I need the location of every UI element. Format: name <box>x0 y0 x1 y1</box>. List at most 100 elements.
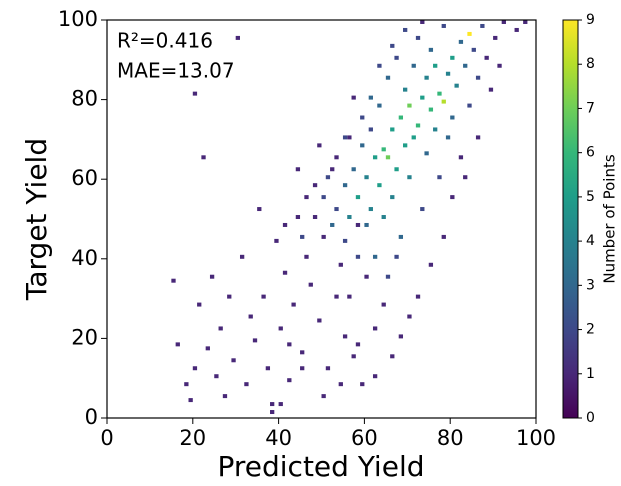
heatmap-cell <box>381 147 386 152</box>
heatmap-cell <box>394 254 399 259</box>
heatmap-cell <box>407 175 412 180</box>
heatmap-cell <box>467 103 472 108</box>
heatmap-cell <box>411 63 416 68</box>
heatmap-cell <box>308 282 313 287</box>
heatmap-cell <box>445 135 451 140</box>
heatmap-cell <box>218 326 223 331</box>
heatmap-cell <box>445 71 451 76</box>
x-tick-label: 80 <box>437 426 464 450</box>
colorbar-tick-label: 6 <box>586 145 595 161</box>
heatmap-cell <box>261 294 266 299</box>
heatmap-cell <box>471 47 476 52</box>
heatmap-cell <box>450 55 455 60</box>
y-tick-label: 20 <box>71 325 98 349</box>
heatmap-cell <box>248 314 253 319</box>
heatmap-cell <box>317 318 322 323</box>
heatmap-cell <box>342 183 348 188</box>
heatmap-cell <box>368 127 373 132</box>
heatmap-cell <box>475 75 481 80</box>
heatmap-cell <box>235 35 240 40</box>
heatmap-cell <box>325 175 331 180</box>
heatmap-cell <box>282 270 288 275</box>
heatmap-cell <box>441 23 446 28</box>
heatmap-cell <box>360 115 365 120</box>
heatmap-cell <box>347 135 352 140</box>
heatmap-cell <box>360 143 365 148</box>
heatmap-cell <box>437 175 442 180</box>
heatmap-cell <box>295 167 301 172</box>
x-axis-label: Predicted Yield <box>217 450 424 482</box>
heatmap-cell <box>300 350 305 355</box>
heatmap-cell <box>381 302 386 307</box>
heatmap-cell <box>407 314 412 319</box>
heatmap-cell <box>287 342 292 347</box>
heatmap-cell <box>287 378 292 383</box>
heatmap-cell <box>355 342 361 347</box>
heatmap-cell <box>390 43 395 48</box>
annotation: R²=0.416 <box>117 29 213 53</box>
heatmap-cell <box>428 47 434 52</box>
heatmap-cell <box>355 254 361 259</box>
heatmap-cell <box>458 155 464 160</box>
heatmap-cell <box>467 31 472 36</box>
heatmap-cell <box>398 115 404 120</box>
heatmap-cell <box>454 83 459 88</box>
heatmap-cell <box>415 123 421 128</box>
heatmap-cell <box>214 374 219 379</box>
heatmap-cell <box>330 222 335 227</box>
heatmap-cell <box>398 234 404 239</box>
y-tick-label: 80 <box>71 87 98 111</box>
heatmap-cell <box>385 155 391 160</box>
heatmap-cell <box>411 135 416 140</box>
heatmap-cell <box>458 39 464 44</box>
colorbar-tick-label: 5 <box>586 189 595 205</box>
annotation: MAE=13.07 <box>117 59 235 83</box>
heatmap-cell <box>317 143 322 148</box>
heatmap-cell <box>403 143 408 148</box>
heatmap-cell <box>424 75 429 80</box>
heatmap-cell <box>330 167 335 172</box>
y-tick-label: 0 <box>85 405 98 429</box>
heatmap-cell <box>334 207 339 212</box>
heatmap-cell <box>403 27 408 32</box>
heatmap-cell <box>450 115 455 120</box>
colorbar <box>562 19 579 419</box>
heatmap-cell <box>377 103 382 108</box>
heatmap-cell <box>385 75 391 80</box>
colorbar-tick-label: 9 <box>586 12 595 28</box>
heatmap-cell <box>312 183 318 188</box>
heatmap-cell <box>274 238 279 243</box>
heatmap-cell <box>372 326 378 331</box>
heatmap-cell <box>192 366 198 371</box>
heatmap-cell <box>368 95 373 100</box>
heatmap-cell <box>355 222 361 227</box>
heatmap-cell <box>334 155 339 160</box>
heatmap-cell <box>437 91 442 96</box>
heatmap-cell <box>355 195 361 200</box>
y-tick-label: 40 <box>71 246 98 270</box>
colorbar-label: Number of Points <box>601 154 619 283</box>
x-tick-label: 60 <box>351 426 378 450</box>
colorbar-tick-label: 7 <box>586 100 595 116</box>
heatmap-cell <box>175 342 180 347</box>
heatmap-cell <box>415 35 421 40</box>
heatmap-cell <box>351 354 356 359</box>
heatmap-cell <box>295 215 301 219</box>
heatmap-cell <box>342 238 348 243</box>
heatmap-cell <box>325 366 331 371</box>
heatmap-cell <box>270 402 275 407</box>
x-tick-label: 20 <box>179 426 206 450</box>
heatmap-cell <box>257 207 262 212</box>
heatmap-cell <box>244 382 249 387</box>
colorbar-tick-label: 2 <box>586 322 595 338</box>
heatmap-cell <box>304 195 309 200</box>
heatmap-cell <box>372 155 378 160</box>
heatmap-cell <box>415 294 421 299</box>
heatmap-cell <box>205 346 210 351</box>
heatmap-cell <box>347 215 352 219</box>
heatmap-cell <box>227 294 232 299</box>
heatmap-cell <box>463 175 468 180</box>
x-tick-label: 0 <box>100 426 113 450</box>
heatmap-cell <box>252 338 258 343</box>
